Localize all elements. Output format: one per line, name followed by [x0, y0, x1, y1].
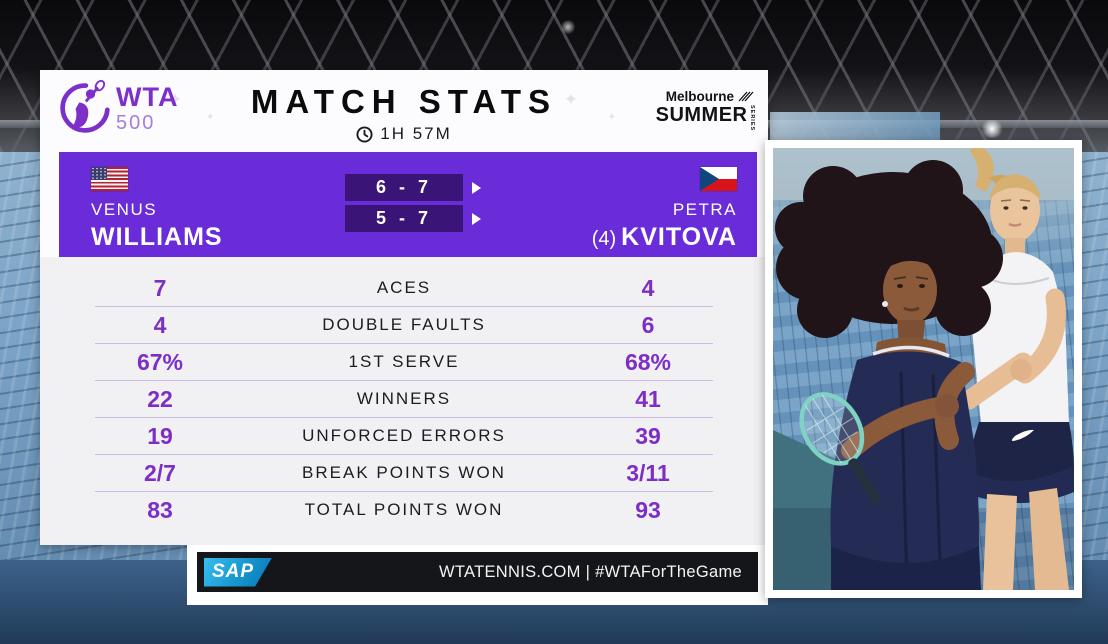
footer-tagline: WTATENNIS.COM | #WTAForTheGame	[439, 562, 742, 581]
stat-row-aces: 7 ACES 4	[95, 270, 713, 307]
stats-section: 7 ACES 4 4 DOUBLE FAULTS 6 67% 1ST SERVE…	[40, 257, 768, 545]
scoreboard-banner: VENUS WILLIAMS 6 - 7 5 - 7 PETRA (4) KVIT…	[59, 152, 757, 257]
stat-row-unforced-errors: 19 UNFORCED ERRORS 39	[95, 418, 713, 455]
stat-value-p1: 22	[147, 385, 173, 412]
wta-wordmark: WTA	[116, 81, 179, 112]
players-photo	[773, 148, 1074, 590]
stat-label: DOUBLE FAULTS	[322, 315, 486, 334]
set-scores: 6 - 7 5 - 7	[345, 174, 481, 236]
stat-label: TOTAL POINTS WON	[304, 500, 504, 519]
nike-swoosh-icon	[1011, 429, 1034, 441]
stat-row-double-faults: 4 DOUBLE FAULTS 6	[95, 307, 713, 344]
stadium-light-icon	[560, 20, 576, 34]
set1-line: 6 - 7	[345, 174, 481, 201]
stat-value-p2: 39	[635, 422, 661, 449]
player2-seed: (4)	[591, 228, 617, 250]
kvitova-skirt	[965, 422, 1074, 487]
stat-value-p2: 93	[635, 496, 661, 523]
event-swoosh-icon	[738, 91, 754, 102]
stat-value-p2: 3/11	[626, 459, 670, 486]
wta-logo-text: WTA 500	[116, 81, 179, 134]
stat-row-break-points: 2/7 BREAK POINTS WON 3/11	[95, 455, 713, 492]
set2-winner-arrow-icon	[472, 212, 481, 225]
stat-value-p2: 4	[641, 274, 655, 301]
stat-label: 1ST SERVE	[348, 352, 460, 371]
page-title: MATCH STATS	[250, 83, 558, 120]
wta-500-logo: WTA 500	[56, 80, 178, 136]
stat-value-p1: 67%	[136, 348, 184, 375]
player1-first-name: VENUS	[91, 200, 158, 219]
stat-value-p1: 83	[147, 496, 173, 523]
wta-player-icon	[60, 80, 110, 133]
match-stats-card: WTA 500 MATCH STATS 1H 57M Melbourne	[40, 70, 768, 545]
event-sub-label: SERIES	[749, 104, 755, 131]
kvitova-figure	[959, 148, 1074, 590]
wta-tier-label: 500	[116, 111, 156, 134]
stat-value-p2: 68%	[624, 348, 672, 375]
stadium-light-icon	[980, 120, 1004, 138]
player2-surname: KVITOVA	[621, 223, 737, 251]
set2-score: 5 - 7	[345, 205, 463, 232]
set1-score: 6 - 7	[345, 174, 463, 201]
stat-value-p2: 6	[641, 311, 655, 338]
player2-last-name: (4) KVITOVA	[592, 223, 737, 252]
match-duration: 1H 57M	[356, 124, 452, 144]
duration-text: 1H 57M	[380, 124, 452, 143]
sap-logo: SAP	[204, 558, 272, 587]
stat-value-p2: 41	[635, 385, 661, 412]
williams-figure	[775, 160, 1003, 590]
sponsor-strip: SAP WTATENNIS.COM | #WTAForTheGame	[187, 545, 768, 605]
czech-flag-icon	[700, 167, 737, 191]
stats-table: 7 ACES 4 4 DOUBLE FAULTS 6 67% 1ST SERVE…	[95, 270, 713, 528]
earring-icon	[882, 301, 888, 307]
stat-value-p1: 2/7	[144, 459, 176, 486]
player1-last-name: WILLIAMS	[91, 223, 223, 251]
clock-icon	[356, 125, 373, 143]
stat-label: BREAK POINTS WON	[302, 463, 506, 482]
racquet-icon	[799, 392, 882, 505]
stat-label: ACES	[376, 278, 432, 297]
stat-value-p1: 7	[153, 274, 167, 301]
melbourne-summer-logo: Melbourne SUMMER SERIES	[655, 89, 755, 131]
player2-first-name: PETRA	[672, 200, 737, 219]
title-block: MATCH STATS 1H 57M	[40, 83, 768, 148]
player2-block: PETRA (4) KVITOVA	[592, 167, 737, 252]
stat-label: UNFORCED ERRORS	[302, 426, 506, 445]
stat-row-first-serve: 67% 1ST SERVE 68%	[95, 344, 713, 381]
stat-value-p1: 19	[147, 422, 173, 449]
sap-wordmark: SAP	[212, 561, 255, 582]
stat-row-total-points: 83 TOTAL POINTS WON 93	[95, 492, 713, 528]
stat-label: WINNERS	[356, 389, 452, 408]
set2-line: 5 - 7	[345, 205, 481, 232]
player1-block: VENUS WILLIAMS	[91, 167, 223, 252]
event-city: Melbourne	[665, 89, 734, 104]
williams-afro	[775, 160, 1003, 338]
players-photo-panel	[765, 140, 1082, 598]
sponsor-bar: SAP WTATENNIS.COM | #WTAForTheGame	[197, 552, 758, 592]
set1-winner-arrow-icon	[472, 181, 481, 194]
stat-value-p1: 4	[153, 311, 167, 338]
card-header: WTA 500 MATCH STATS 1H 57M Melbourne	[40, 70, 768, 152]
event-name: SUMMER	[655, 103, 748, 126]
stat-row-winners: 22 WINNERS 41	[95, 381, 713, 418]
usa-flag-icon	[91, 167, 128, 191]
